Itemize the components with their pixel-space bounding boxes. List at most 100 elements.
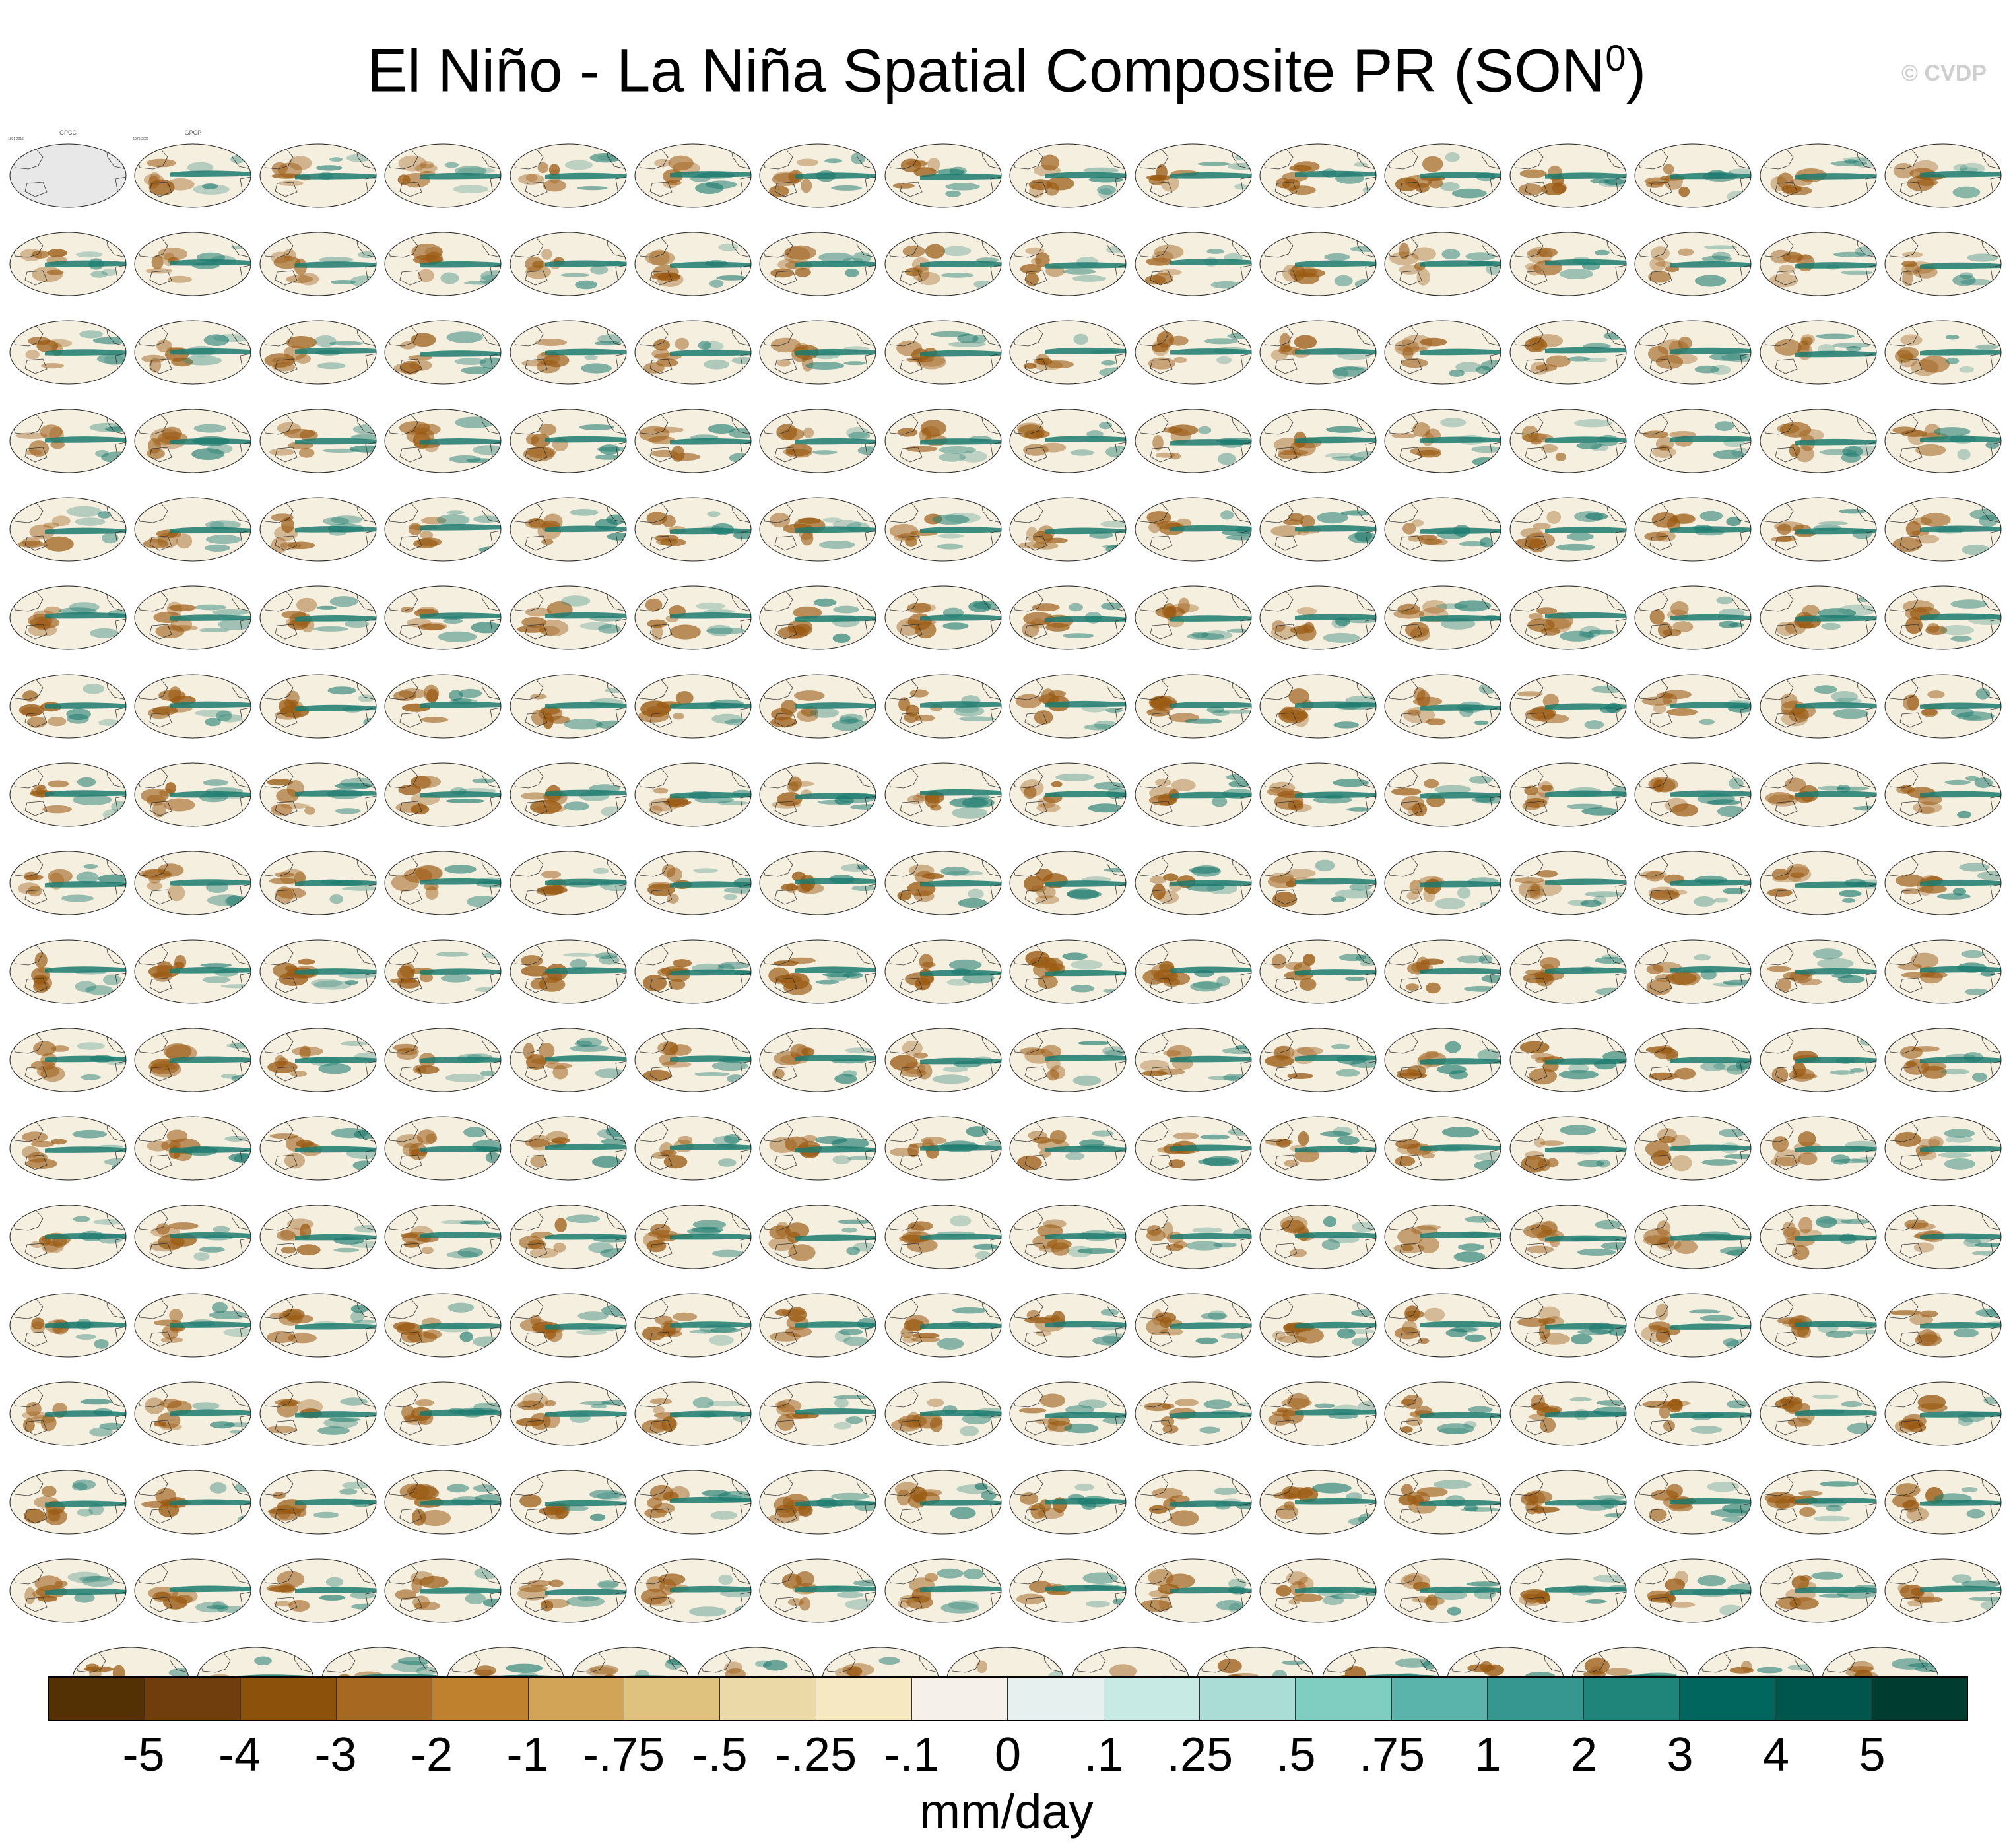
wet-anomaly-patch: [845, 268, 859, 277]
wet-anomaly-patch: [183, 356, 222, 366]
wet-anomaly-patch: [1208, 1310, 1226, 1321]
map-panel: [1132, 395, 1255, 475]
dry-anomaly-patch: [640, 1589, 667, 1605]
wet-anomaly-patch: [711, 713, 743, 724]
coastline: [1010, 1296, 1127, 1354]
dry-anomaly-patch: [1285, 962, 1303, 970]
wet-anomaly-patch: [1945, 1053, 1975, 1060]
wet-anomaly-patch: [216, 710, 232, 721]
map-panel: [1381, 1191, 1504, 1271]
wet-anomaly-patch: [1360, 962, 1376, 966]
coastline: [760, 676, 876, 735]
dry-anomaly-patch: [1284, 1501, 1295, 1511]
dry-anomaly-patch: [1408, 709, 1421, 716]
dry-anomaly-patch: [1649, 890, 1680, 901]
wet-anomaly-patch: [199, 628, 230, 632]
map-border: [1259, 762, 1377, 827]
wet-anomaly-patch: [1726, 1400, 1748, 1409]
wet-anomaly-patch: [1575, 1500, 1614, 1511]
wet-anomaly-patch: [1220, 710, 1251, 714]
map-panel: [1132, 1102, 1255, 1183]
wet-anomaly-patch: [1210, 1410, 1239, 1415]
dry-anomaly-patch: [1540, 1417, 1556, 1433]
pacific-map: [134, 232, 251, 296]
wet-anomaly-patch: [206, 535, 242, 544]
dry-anomaly-patch: [166, 1129, 188, 1143]
wet-anomaly-patch: [594, 454, 622, 460]
wet-equatorial-band: [1295, 1232, 1376, 1239]
dry-anomaly-patch: [1776, 523, 1791, 535]
coastline: [135, 1296, 251, 1354]
coastline: [1885, 1207, 2001, 1265]
pacific-map: [1884, 1470, 2002, 1534]
dry-anomaly-patch: [1784, 777, 1806, 792]
dry-anomaly-patch: [643, 1069, 672, 1082]
wet-anomaly-patch: [958, 716, 995, 721]
dry-anomaly-patch: [899, 1595, 923, 1603]
wet-anomaly-patch: [1944, 1129, 1975, 1138]
dry-anomaly-patch: [783, 979, 812, 995]
map-panel: [756, 925, 879, 1006]
coastline: [1135, 853, 1251, 911]
coastline: [1760, 1207, 1876, 1265]
wet-anomaly-patch: [704, 260, 728, 267]
dry-anomaly-patch: [1906, 1507, 1929, 1522]
pacific-map: [1135, 232, 1252, 296]
wet-anomaly-patch: [319, 1595, 346, 1600]
coastline: [1760, 1472, 1876, 1531]
dry-anomaly-patch: [28, 624, 57, 637]
wet-equatorial-band: [1544, 1499, 1626, 1506]
dry-anomaly-patch: [1646, 964, 1664, 974]
map-border: [1135, 1116, 1252, 1181]
map-border: [634, 674, 752, 739]
dry-anomaly-patch: [1287, 1393, 1310, 1410]
coastline: [10, 765, 126, 823]
wet-anomaly-patch: [104, 1057, 126, 1065]
map-border: [9, 762, 127, 827]
wet-equatorial-band: [1170, 966, 1251, 974]
pacific-map: [759, 585, 876, 650]
pacific-map: [1509, 409, 1627, 473]
pacific-map: [384, 143, 502, 208]
dry-anomaly-patch: [168, 884, 185, 902]
dry-anomaly-patch: [1659, 444, 1670, 451]
coastline: [259, 146, 376, 204]
coastline: [1635, 676, 1752, 735]
wet-anomaly-patch: [1598, 178, 1616, 187]
dry-anomaly-patch: [1529, 885, 1541, 899]
pacific-map: [1384, 1116, 1502, 1181]
wet-anomaly-patch: [959, 1426, 979, 1436]
dry-anomaly-patch: [147, 158, 177, 168]
coastline: [259, 853, 376, 911]
wet-equatorial-band: [1544, 346, 1626, 354]
map-panel: [131, 1544, 254, 1625]
map-border: [1634, 232, 1752, 296]
wet-anomaly-patch: [949, 797, 988, 808]
wet-anomaly-patch: [710, 1327, 741, 1333]
dry-anomaly-patch: [1025, 272, 1040, 286]
colorbar-tick-label: -.75: [582, 1729, 665, 1781]
dry-anomaly-patch: [1901, 888, 1921, 894]
dry-anomaly-patch: [411, 333, 436, 347]
dry-anomaly-patch: [1271, 954, 1287, 969]
map-border: [1884, 1470, 2002, 1534]
wet-anomaly-patch: [817, 1498, 838, 1509]
map-border: [1884, 320, 2002, 385]
map-border: [634, 762, 752, 827]
map-panel: [7, 483, 129, 564]
wet-anomaly-patch: [1457, 887, 1471, 899]
wet-equatorial-band: [670, 612, 751, 619]
pacific-map: [259, 232, 377, 296]
wet-equatorial-band: [1920, 348, 2001, 356]
pacific-map: [1384, 1293, 1502, 1358]
wet-equatorial-band: [919, 880, 1001, 887]
wet-anomaly-patch: [1324, 794, 1344, 799]
pacific-map: [759, 851, 876, 915]
pacific-map: [1634, 320, 1752, 385]
map-border: [1384, 851, 1502, 915]
wet-equatorial-band: [170, 614, 251, 621]
pacific-map: [1009, 762, 1127, 827]
dry-anomaly-patch: [1798, 1216, 1812, 1234]
map-panel: [1132, 1544, 1255, 1625]
pacific-map: [384, 1293, 502, 1358]
